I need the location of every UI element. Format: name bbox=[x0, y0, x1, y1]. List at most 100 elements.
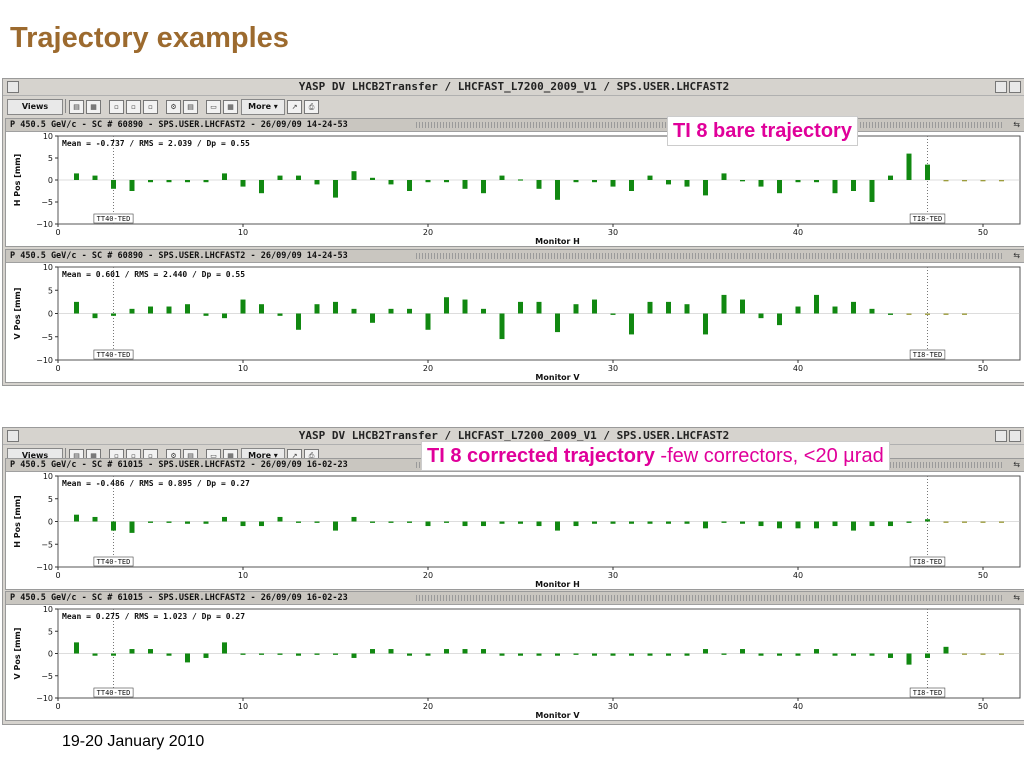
bar bbox=[777, 521, 782, 529]
marker-box bbox=[93, 556, 134, 567]
callout-corrected-trajectory: TI 8 corrected trajectory -few corrector… bbox=[421, 441, 890, 471]
x-tick-label: 10 bbox=[238, 702, 248, 711]
bar bbox=[684, 653, 690, 656]
bar bbox=[444, 297, 449, 314]
bar bbox=[499, 313, 505, 340]
x-tick-label: 30 bbox=[608, 228, 618, 237]
bar bbox=[610, 180, 616, 187]
x-tick-label: 20 bbox=[423, 228, 433, 237]
grid-three-icon[interactable]: ▫ bbox=[143, 100, 158, 114]
bar bbox=[869, 653, 875, 656]
bar bbox=[351, 171, 357, 180]
chart-icon[interactable]: ↗ bbox=[287, 100, 302, 114]
bar bbox=[536, 180, 542, 189]
bar bbox=[758, 313, 764, 319]
bar bbox=[203, 313, 209, 316]
y-tick-label: 10 bbox=[43, 263, 53, 272]
window-title: YASP DV LHCB2Transfer / LHCFAST_L7200_20… bbox=[298, 429, 730, 442]
bar bbox=[74, 642, 79, 654]
bar bbox=[758, 180, 764, 187]
bar bbox=[814, 294, 819, 314]
table-icon[interactable]: ▦ bbox=[223, 100, 238, 114]
window-menu-icon[interactable] bbox=[7, 430, 19, 442]
split-icon[interactable]: ▦ bbox=[86, 100, 101, 114]
slide-title: Trajectory examples bbox=[10, 22, 289, 54]
y-tick-label: −10 bbox=[36, 694, 53, 703]
window-toolbar: Views ▤ ▦ ▫ ▫ ▫ ⚙ ▤ ▭ ▦ More ▾ ↗ ⎙ bbox=[3, 96, 1024, 116]
panel-action-icon[interactable]: ⇆ bbox=[1013, 460, 1020, 469]
bar bbox=[703, 649, 708, 654]
panel-icon[interactable]: ▭ bbox=[206, 100, 221, 114]
bar bbox=[703, 313, 708, 335]
bar bbox=[148, 180, 153, 183]
maximize-icon[interactable] bbox=[1009, 430, 1021, 442]
more-button[interactable]: More ▾ bbox=[241, 99, 285, 115]
document-icon[interactable]: ▤ bbox=[183, 100, 198, 114]
bar bbox=[740, 299, 745, 314]
bar bbox=[851, 653, 856, 656]
bar bbox=[425, 521, 431, 527]
y-axis-label: H Pos [mm] bbox=[13, 495, 22, 547]
bar bbox=[203, 180, 209, 183]
bar bbox=[703, 180, 708, 196]
grid-one-icon[interactable]: ▫ bbox=[109, 100, 124, 114]
bar bbox=[592, 653, 597, 656]
bar bbox=[592, 521, 597, 524]
bar bbox=[795, 521, 801, 529]
views-button[interactable]: Views bbox=[7, 99, 63, 115]
bar bbox=[259, 304, 264, 314]
bar bbox=[943, 521, 949, 523]
bar bbox=[869, 308, 875, 314]
bar bbox=[647, 301, 653, 314]
panel-header: P 450.5 GeV/c - SC # 60890 - SPS.USER.LH… bbox=[6, 119, 1024, 132]
x-axis-label: Monitor V bbox=[535, 711, 580, 720]
panel-action-icon[interactable]: ⇆ bbox=[1013, 251, 1020, 260]
y-tick-label: 10 bbox=[43, 132, 53, 141]
bar bbox=[962, 653, 967, 655]
stats-text: Mean = -0.737 / RMS = 2.039 / Dp = 0.55 bbox=[62, 139, 250, 148]
panel-action-icon[interactable]: ⇆ bbox=[1013, 593, 1020, 602]
bar bbox=[777, 653, 782, 656]
maximize-icon[interactable] bbox=[1009, 81, 1021, 93]
grid-two-icon[interactable]: ▫ bbox=[126, 100, 141, 114]
bar bbox=[980, 180, 986, 182]
minimize-icon[interactable] bbox=[995, 81, 1007, 93]
bar bbox=[629, 521, 634, 524]
marker-box bbox=[93, 213, 134, 224]
bar bbox=[203, 521, 209, 524]
layout-icon[interactable]: ▤ bbox=[69, 100, 84, 114]
bar bbox=[647, 653, 653, 656]
x-tick-label: 20 bbox=[423, 571, 433, 580]
bar-chart-v-bare: −10 −5 0 5 10 0 10 20 30 40 50 Monitor V V Pos [mm] T… bbox=[13, 263, 1021, 382]
panel-header-text: P 450.5 GeV/c - SC # 60890 - SPS.USER.LH… bbox=[10, 120, 348, 130]
bar bbox=[481, 521, 486, 527]
bar bbox=[832, 521, 838, 527]
bar bbox=[832, 653, 838, 656]
bar bbox=[370, 313, 375, 323]
settings-icon[interactable]: ⚙ bbox=[166, 100, 181, 114]
bar bbox=[425, 653, 431, 656]
x-tick-label: 40 bbox=[793, 364, 803, 373]
bar bbox=[925, 519, 930, 522]
bar bbox=[573, 180, 579, 183]
bar bbox=[758, 653, 764, 656]
bar bbox=[592, 180, 597, 183]
marker-label: TI8-TED bbox=[913, 558, 943, 566]
bar bbox=[999, 653, 1004, 655]
bar bbox=[481, 649, 486, 654]
bar bbox=[962, 521, 967, 523]
y-tick-label: 5 bbox=[48, 286, 53, 295]
bar bbox=[129, 521, 135, 533]
print-icon[interactable]: ⎙ bbox=[304, 100, 319, 114]
bar bbox=[314, 304, 320, 314]
bar bbox=[518, 301, 523, 314]
bar bbox=[647, 175, 653, 180]
bar bbox=[203, 653, 209, 658]
bar bbox=[980, 653, 986, 655]
minimize-icon[interactable] bbox=[995, 430, 1007, 442]
bar bbox=[888, 653, 893, 658]
panel-action-icon[interactable]: ⇆ bbox=[1013, 120, 1020, 129]
bar bbox=[555, 653, 560, 656]
window-menu-icon[interactable] bbox=[7, 81, 19, 93]
bar bbox=[462, 180, 468, 189]
